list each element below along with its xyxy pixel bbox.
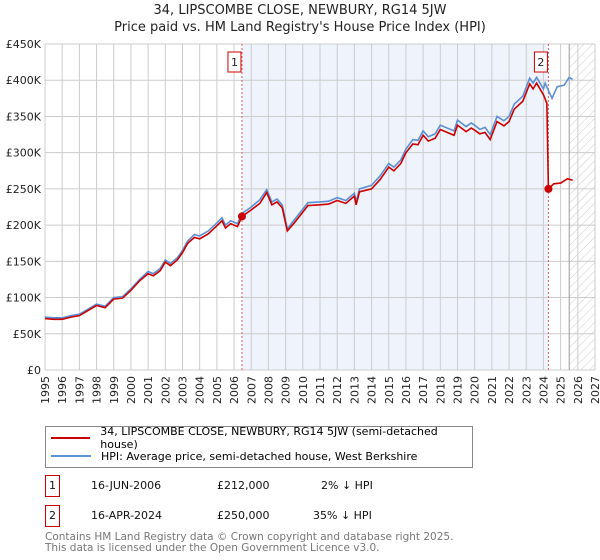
footer: Contains HM Land Registry data © Crown c… <box>45 532 453 554</box>
sale-number: 2 <box>45 505 60 527</box>
x-tick-label: 2015 <box>383 376 396 404</box>
sale-point <box>544 184 553 193</box>
x-tick-label: 2027 <box>589 376 600 404</box>
x-tick-label: 1999 <box>108 376 121 404</box>
x-tick-label: 2017 <box>417 376 430 404</box>
legend-label-hpi: HPI: Average price, semi-detached house,… <box>101 449 418 463</box>
sale-label-box <box>227 51 242 73</box>
sale-hpi: 2% ↓ HPI <box>321 479 373 492</box>
x-tick-label: 2010 <box>297 376 310 404</box>
y-tick-label: £450K <box>6 38 42 51</box>
x-tick-label: 2004 <box>194 376 207 404</box>
property-price-line <box>44 81 573 321</box>
sale-label: 2 <box>537 56 544 69</box>
sale-number: 1 <box>45 475 60 497</box>
sale-row: 2 16-APR-2024 £250,000 35% ↓ HPI <box>45 505 545 527</box>
x-tick-label: 2016 <box>400 376 413 404</box>
x-tick-label: 2008 <box>262 376 275 404</box>
sale-price: £250,000 <box>217 509 270 522</box>
sale-price: £212,000 <box>217 479 270 492</box>
x-tick-label: 2024 <box>537 376 550 404</box>
x-tick-label: 2007 <box>245 376 258 404</box>
line-chart: 1995 1996 1997 1998 1999 2000 2001 2002 2003 2004… <box>6 38 600 404</box>
y-tick-label: £100K <box>6 292 42 305</box>
x-tick-label: 2013 <box>348 376 361 404</box>
y-tick-label: £400K <box>6 74 42 87</box>
x-tick-label: 2014 <box>366 376 379 404</box>
x-tick-label: 2002 <box>159 376 172 404</box>
sale-hpi: 35% ↓ HPI <box>313 509 372 522</box>
x-tick-label: 1995 <box>39 376 52 404</box>
x-tick-label: 2026 <box>572 376 585 404</box>
x-tick-label: 1997 <box>73 376 86 404</box>
y-tick-label: £50K <box>13 328 42 341</box>
sale-label: 1 <box>231 56 238 69</box>
x-tick-label: 2009 <box>280 376 293 404</box>
y-tick-label: £250K <box>6 183 42 196</box>
forecast-hatch <box>569 44 595 370</box>
shaded-period <box>241 44 549 370</box>
y-tick-label: £150K <box>6 255 42 268</box>
sale-point <box>237 212 246 221</box>
y-tick-label: £350K <box>6 110 42 123</box>
footer-line-2: This data is licensed under the Open Gov… <box>45 542 380 554</box>
x-tick-label: 2022 <box>503 376 516 404</box>
x-tick-label: 2001 <box>142 376 155 404</box>
x-tick-label: 2011 <box>314 376 327 404</box>
y-tick-label: £0 <box>27 364 41 377</box>
sale-date: 16-APR-2024 <box>91 509 163 522</box>
hpi-line <box>44 75 574 319</box>
chart-title: 34, LIPSCOMBE CLOSE, NEWBURY, RG14 5JW <box>153 3 447 18</box>
x-tick-label: 1998 <box>91 376 104 404</box>
x-tick-label: 2012 <box>331 376 344 404</box>
chart-subtitle: Price paid vs. HM Land Registry's House … <box>114 20 486 35</box>
footer-line-1: Contains HM Land Registry data © Crown c… <box>45 531 454 543</box>
y-tick-label: £300K <box>6 147 42 160</box>
x-tick-label: 2000 <box>125 376 138 404</box>
sale-label-box <box>533 51 548 73</box>
x-tick-label: 2023 <box>520 376 533 404</box>
legend: 34, LIPSCOMBE CLOSE, NEWBURY, RG14 5JW (… <box>45 425 473 468</box>
x-tick-label: 2003 <box>177 376 190 404</box>
x-tick-label: 2006 <box>228 376 241 404</box>
sale-date: 16-JUN-2006 <box>91 479 162 492</box>
sale-row: 1 16-JUN-2006 £212,000 2% ↓ HPI <box>45 475 545 497</box>
x-tick-label: 2018 <box>434 376 447 404</box>
y-tick-label: £200K <box>6 219 42 232</box>
x-tick-label: 2019 <box>452 376 465 404</box>
legend-swatch-blue <box>51 455 91 457</box>
x-tick-label: 1996 <box>56 376 69 404</box>
x-tick-label: 2005 <box>211 376 224 404</box>
x-tick-label: 2021 <box>486 376 499 404</box>
legend-swatch-red <box>51 437 91 439</box>
x-tick-label: 2020 <box>469 376 482 404</box>
x-tick-label: 2025 <box>555 376 568 404</box>
legend-label-property: 34, LIPSCOMBE CLOSE, NEWBURY, RG14 5JW (… <box>100 425 438 451</box>
